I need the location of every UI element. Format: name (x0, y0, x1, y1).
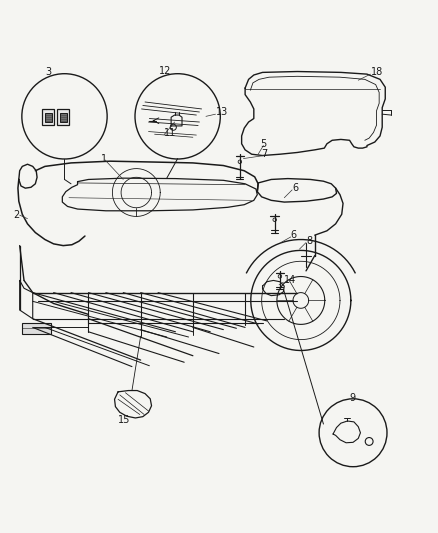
Text: 7: 7 (261, 149, 268, 159)
Text: 12: 12 (159, 66, 172, 76)
Text: 18: 18 (371, 67, 383, 77)
Bar (60, 112, 67, 122)
Text: 15: 15 (118, 415, 131, 425)
Bar (45, 112, 52, 122)
Text: 14: 14 (284, 276, 297, 286)
Text: 1: 1 (101, 154, 107, 164)
Text: 9: 9 (350, 393, 356, 403)
Text: 8: 8 (306, 236, 312, 246)
Text: 6: 6 (291, 230, 297, 240)
Text: 5: 5 (260, 139, 267, 149)
Bar (22, 323, 50, 334)
Bar (42, 109, 54, 125)
Text: 2: 2 (14, 210, 20, 220)
Text: 6: 6 (292, 183, 298, 193)
Text: 11: 11 (164, 128, 177, 139)
Bar (57, 109, 69, 125)
Text: 13: 13 (215, 108, 228, 117)
Text: 3: 3 (45, 67, 51, 77)
